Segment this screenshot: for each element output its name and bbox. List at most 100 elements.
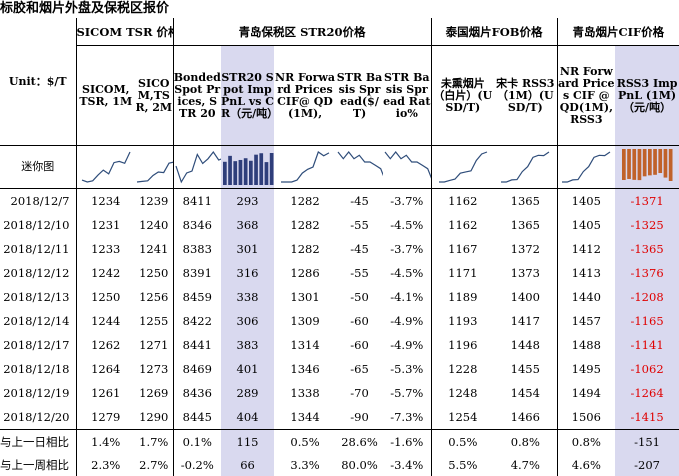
table-cell: 404 — [221, 405, 275, 430]
table-cell: 1412 — [556, 237, 616, 261]
row-date: 2018/12/12 — [3, 266, 70, 280]
row-date: 2018/12/17 — [3, 338, 70, 352]
table-cell: 1338 — [290, 386, 320, 400]
table-cell: 1455 — [510, 362, 540, 376]
table-cell: 1309 — [290, 314, 320, 328]
sparkline-cell — [430, 145, 495, 189]
comparison-cell: 28.6% — [336, 429, 384, 453]
table-cell: 1228 — [430, 357, 495, 381]
group-header-thai-fob: 泰国烟片FOB价格 — [430, 18, 558, 46]
row-date: 2018/12/7 — [10, 194, 70, 208]
table-cell: 1162 — [430, 213, 495, 237]
table-cell: 8459 — [172, 285, 222, 309]
table-cell: 1301 — [290, 290, 320, 304]
table-cell: 1365 — [510, 218, 540, 232]
table-cell: -60 — [350, 314, 369, 328]
table-row: 2018/12/14 1244 1255 8422 306 1309 -60 -4.9% 119… — [0, 309, 679, 333]
table-cell: -90 — [350, 410, 369, 424]
table-cell: 8469 — [172, 357, 222, 381]
sparkline — [281, 151, 330, 183]
table-cell: 1196 — [430, 333, 495, 357]
table-cell: 1250 — [139, 266, 169, 280]
table-cell: 1282 — [290, 194, 320, 208]
table-cell: 1372 — [510, 242, 540, 256]
table-cell: 1488 — [556, 333, 616, 357]
sparkline-bar — [248, 160, 253, 185]
column-header: NR Forward Prices CIF @ QD(1M), RSS3 — [556, 45, 616, 146]
comparison-cell: -1.6% — [383, 429, 432, 453]
price-table: Unit：$/T SICOM TSR 价格 青岛保税区 STR20价格 泰国烟片… — [0, 18, 679, 476]
sparkline-bar — [622, 149, 626, 181]
sparkline-bar — [264, 162, 268, 185]
table-cell: 1231 — [75, 213, 135, 237]
table-cell: -45 — [350, 194, 369, 208]
table-cell: 1254 — [430, 405, 495, 430]
table-cell: 1286 — [290, 266, 320, 280]
table-cell: 1279 — [75, 405, 135, 430]
sparkline-line — [337, 151, 384, 177]
table-cell: 1373 — [510, 266, 540, 280]
table-row: 2018/12/11 1233 1241 8383 301 1282 -45 -3.7% 116… — [0, 237, 679, 261]
table-row: 2018/12/12 1242 1250 8391 316 1286 -55 -4.5% 117… — [0, 261, 679, 285]
sparkline-bar — [253, 154, 258, 185]
table-cell: 383 — [221, 333, 275, 357]
table-cell: -1141 — [615, 333, 679, 357]
table-cell: 1256 — [139, 290, 169, 304]
sparkline-cell — [75, 145, 135, 189]
table-cell: -3.7% — [390, 242, 424, 256]
comparison-cell: 115 — [221, 429, 275, 453]
table-cell: 1282 — [290, 242, 320, 256]
table-cell: -1376 — [615, 261, 679, 285]
sparkline-line — [174, 150, 222, 184]
table-cell: 1171 — [430, 261, 495, 285]
table-cell: 289 — [221, 381, 275, 405]
table-cell: 301 — [221, 237, 275, 261]
table-cell: 1405 — [556, 188, 616, 213]
column-header: RSS3 Imp PnL (1M)（元/吨） — [615, 45, 679, 146]
column-header: SICOM, TSR, 1M — [75, 45, 135, 146]
table-cell: 1400 — [510, 290, 540, 304]
table-cell: -5.7% — [390, 386, 424, 400]
sparkline-cell — [556, 145, 616, 189]
row-date: 2018/12/14 — [3, 314, 70, 328]
group-header-sicom: SICOM TSR 价格 — [75, 18, 174, 46]
table-cell: 368 — [221, 213, 275, 237]
table-row: 2018/12/10 1231 1240 8346 368 1282 -55 -4.5% 116… — [0, 213, 679, 237]
table-cell: -60 — [350, 338, 369, 352]
table-cell: 1233 — [75, 237, 135, 261]
row-date: 2018/12/19 — [3, 386, 70, 400]
sparkline-bar — [258, 153, 263, 185]
column-header: NR Forward Prices CIF@ QD (1M), — [275, 70, 335, 120]
table-cell: 1240 — [139, 218, 169, 232]
column-header: 未熏烟片（白片）(USD/T) — [430, 45, 495, 146]
table-cell: 1454 — [510, 386, 540, 400]
table-cell: -1062 — [615, 357, 679, 381]
column-header: Bonded Spot Prices, STR 20 — [172, 45, 222, 146]
table-cell: 1269 — [139, 386, 169, 400]
table-cell: 1250 — [75, 285, 135, 309]
sparkline-cell — [172, 145, 222, 189]
sparkline-bar — [642, 149, 647, 177]
table-row: 2018/12/19 1261 1269 8436 289 1338 -70 -5.7% 124… — [0, 381, 679, 405]
sparkline-bar — [663, 149, 668, 178]
sparkline-cell — [274, 145, 337, 189]
sparkline-line — [281, 151, 330, 183]
table-cell: 1466 — [510, 410, 540, 424]
table-cell: 1273 — [139, 362, 169, 376]
sparkline-cell — [336, 145, 384, 189]
table-cell: -1208 — [615, 285, 679, 309]
sparkline-bar — [227, 155, 232, 185]
comparison-cell: 0.8% — [556, 429, 616, 453]
table-cell: 401 — [221, 357, 275, 381]
comparison-cell: 1.4% — [75, 429, 135, 453]
table-cell: 1365 — [510, 194, 540, 208]
sparkline-cell — [494, 145, 558, 189]
table-cell: 1346 — [290, 362, 320, 376]
sparkline-bar — [658, 149, 663, 174]
sparkline — [136, 161, 174, 183]
table-cell: 1244 — [75, 309, 135, 333]
sparkline — [337, 151, 384, 177]
sparkline-bar — [653, 149, 657, 175]
table-row: 2018/12/13 1250 1256 8459 338 1301 -50 -4.1% 118… — [0, 285, 679, 309]
sparkline-bar — [232, 161, 237, 185]
